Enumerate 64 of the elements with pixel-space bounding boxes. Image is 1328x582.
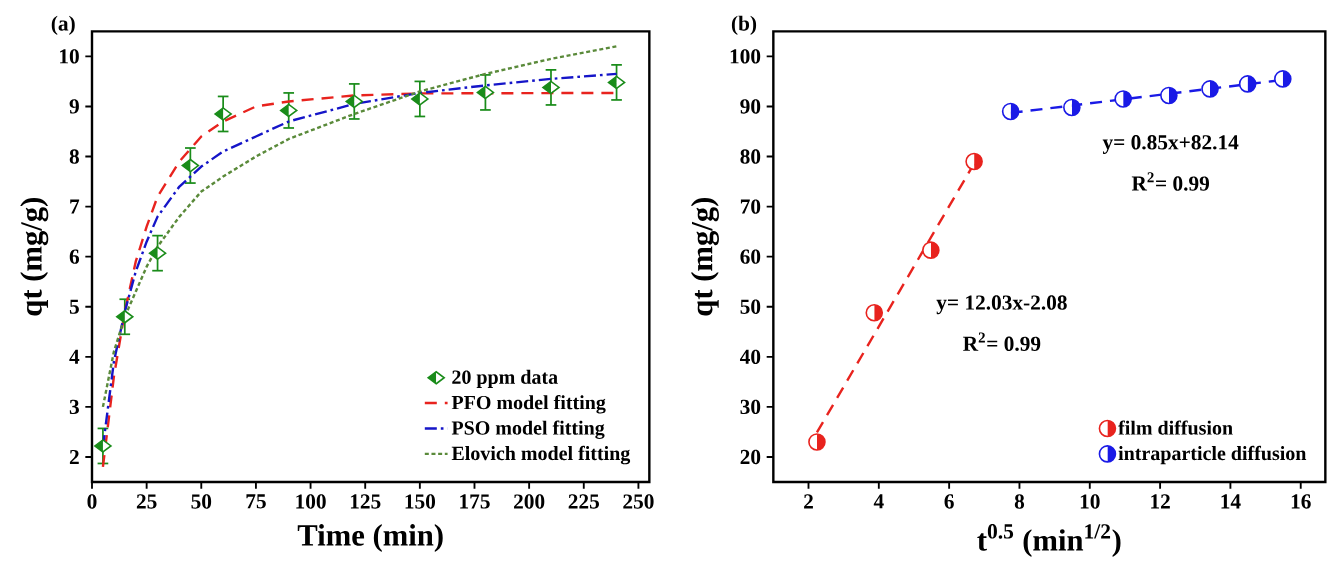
legend-label: PSO model fitting xyxy=(451,420,605,439)
x-tick-label: 0 xyxy=(87,494,97,509)
legend-label: film diffusion xyxy=(1118,420,1233,435)
y-tick-label: 4 xyxy=(69,349,80,364)
x-tick-label: 200 xyxy=(514,494,545,509)
y-axis-title: qt (mg/g) xyxy=(690,197,719,316)
y-tick-label: 8 xyxy=(69,149,79,164)
y-tick-label: 3 xyxy=(69,399,79,415)
x-tick-label: 150 xyxy=(405,494,436,509)
x-tick-label: 250 xyxy=(623,494,654,509)
y-tick-label: 90 xyxy=(740,99,761,114)
point xyxy=(148,246,167,260)
annotation: R$^{2}$= 0.99 xyxy=(1131,172,1210,191)
y-tick-label: 40 xyxy=(739,349,761,365)
y-tick-label: 9 xyxy=(69,99,79,114)
point xyxy=(542,80,560,95)
y-tick-label: 20 xyxy=(740,449,761,465)
y-tick-label: 100 xyxy=(730,49,761,64)
x-axis-title: Time (min) xyxy=(297,524,443,552)
x-tick-label: 225 xyxy=(568,494,599,509)
y-tick-label: 6 xyxy=(69,249,80,264)
x-tick-label: 10 xyxy=(1080,494,1100,509)
x-tick-label: 8 xyxy=(1014,494,1025,509)
y-tick-label: 30 xyxy=(740,399,761,415)
x-tick-label: 75 xyxy=(246,494,266,509)
x-tick-label: 14 xyxy=(1221,494,1241,509)
point xyxy=(94,439,112,453)
point xyxy=(345,94,364,109)
y-tick-label: 2 xyxy=(69,449,79,465)
annotation: y= 0.85x+82.14 xyxy=(1102,135,1239,154)
point xyxy=(411,92,429,106)
y-tick-label: 10 xyxy=(60,49,79,64)
x-tick-label: 25 xyxy=(136,494,157,509)
point xyxy=(476,85,495,100)
x-tick-label: 6 xyxy=(944,494,954,509)
annotation: y= 12.03x-2.08 xyxy=(936,295,1067,315)
x-tick-label: 2 xyxy=(804,494,813,509)
x-tick-label: 16 xyxy=(1291,494,1311,509)
x-tick-label: 12 xyxy=(1151,494,1170,509)
x-tick-label: 50 xyxy=(191,494,212,509)
legend-label: PFO model fitting xyxy=(451,395,606,414)
y-tick-label: 5 xyxy=(69,299,79,314)
point xyxy=(279,103,298,118)
x-tick-label: 125 xyxy=(350,494,381,509)
y-tick-label: 60 xyxy=(740,249,761,264)
legend-label: intraparticle diffusion xyxy=(1118,445,1307,465)
legend-label: Elovich model fitting xyxy=(451,445,631,465)
chart-title: (b) xyxy=(731,15,757,35)
x-axis-title: t$^{0.5}$ (min$^{1/2}$) xyxy=(977,524,1121,557)
point xyxy=(181,158,200,173)
y-axis-title: qt (mg/g) xyxy=(20,198,49,316)
y-tick-label: 80 xyxy=(740,149,761,164)
y-tick-label: 7 xyxy=(70,199,80,214)
legend-label: 20 ppm data xyxy=(452,369,558,388)
point xyxy=(214,107,232,121)
x-tick-label: 4 xyxy=(873,494,884,509)
x-tick-label: 100 xyxy=(296,494,326,509)
y-tick-label: 70 xyxy=(740,199,761,214)
annotation: R$^{2}$= 0.99 xyxy=(963,332,1041,352)
point xyxy=(607,75,626,90)
x-tick-label: 175 xyxy=(460,494,490,509)
chart-title: (a) xyxy=(51,15,75,35)
y-tick-label: 50 xyxy=(740,299,761,314)
point xyxy=(115,309,134,324)
